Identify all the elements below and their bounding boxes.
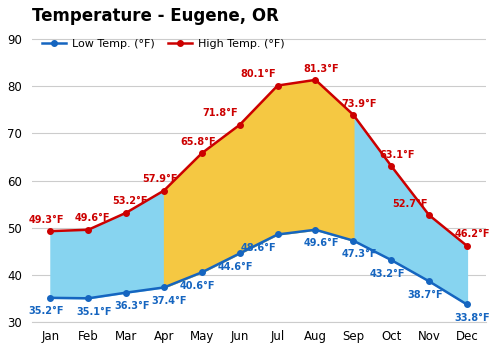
Text: 48.6°F: 48.6°F	[240, 243, 276, 253]
Text: 47.3°F: 47.3°F	[341, 249, 376, 259]
Text: 49.6°F: 49.6°F	[74, 214, 110, 223]
Text: 53.2°F: 53.2°F	[112, 196, 148, 206]
Text: 52.7°F: 52.7°F	[392, 199, 428, 209]
Text: 35.1°F: 35.1°F	[76, 307, 112, 317]
Legend: Low Temp. (°F), High Temp. (°F): Low Temp. (°F), High Temp. (°F)	[37, 35, 288, 54]
Text: Temperature - Eugene, OR: Temperature - Eugene, OR	[32, 7, 278, 25]
Text: 43.2°F: 43.2°F	[370, 269, 405, 279]
Text: 36.3°F: 36.3°F	[114, 301, 150, 311]
Text: 38.7°F: 38.7°F	[407, 290, 442, 300]
Text: 65.8°F: 65.8°F	[180, 137, 216, 147]
Text: 44.6°F: 44.6°F	[218, 262, 254, 272]
Text: 33.8°F: 33.8°F	[454, 313, 490, 323]
Text: 71.8°F: 71.8°F	[202, 108, 238, 118]
Text: 73.9°F: 73.9°F	[341, 98, 376, 108]
Text: 80.1°F: 80.1°F	[240, 69, 276, 79]
Text: 63.1°F: 63.1°F	[379, 149, 414, 160]
Text: 49.6°F: 49.6°F	[304, 238, 339, 248]
Text: 57.9°F: 57.9°F	[142, 174, 178, 184]
Text: 35.2°F: 35.2°F	[28, 307, 64, 316]
Text: 40.6°F: 40.6°F	[180, 281, 216, 291]
Text: 49.3°F: 49.3°F	[28, 215, 64, 225]
Text: 46.2°F: 46.2°F	[454, 230, 490, 239]
Text: 81.3°F: 81.3°F	[303, 64, 339, 74]
Text: 37.4°F: 37.4°F	[152, 296, 188, 306]
